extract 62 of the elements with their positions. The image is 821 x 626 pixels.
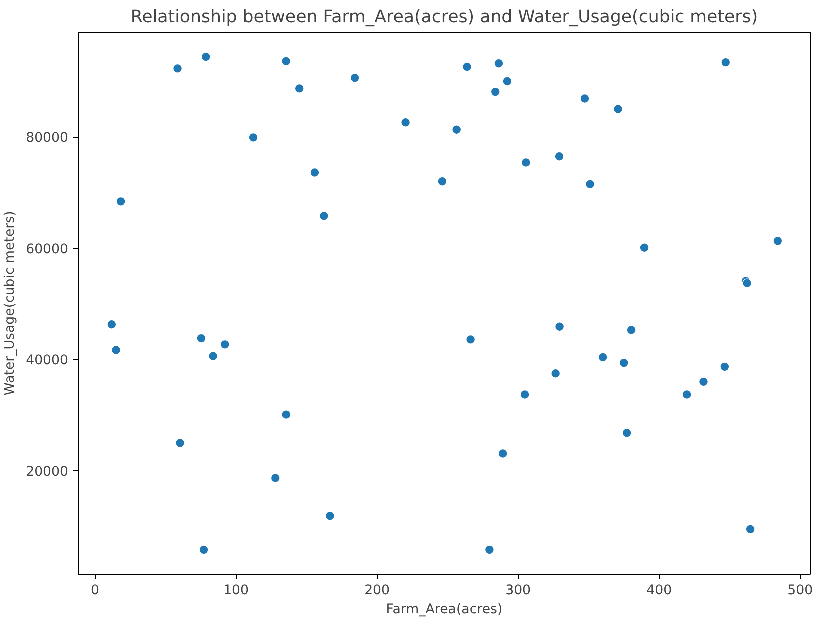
y-tick-label: 80000 [26, 131, 69, 146]
point [400, 118, 411, 128]
x-tick-label: 200 [364, 584, 390, 598]
point [554, 322, 565, 332]
point [111, 345, 122, 356]
chart-title: Relationship between Farm_Area(acres) and Water_Usage(cubic meters) [130, 8, 758, 28]
point [220, 340, 230, 350]
point [613, 104, 624, 114]
x-tick-label: 0 [91, 584, 100, 598]
point [325, 511, 336, 521]
y-tick-label: 60000 [26, 242, 69, 258]
point [294, 84, 305, 94]
point [281, 410, 292, 420]
y-tick-label: 20000 [26, 464, 69, 480]
point [281, 56, 292, 66]
x-tick-label: 300 [506, 584, 532, 598]
point [720, 58, 731, 68]
point [201, 52, 212, 62]
point [498, 448, 508, 459]
point [520, 390, 530, 400]
point [502, 76, 512, 86]
point [585, 180, 596, 190]
point [199, 545, 209, 555]
point [682, 390, 692, 400]
point [310, 168, 320, 178]
point [175, 438, 186, 448]
point [521, 158, 532, 168]
point [698, 377, 709, 387]
point [773, 236, 783, 246]
point [350, 73, 360, 84]
point [626, 325, 636, 336]
y-tick-label: 40000 [26, 354, 69, 369]
point [598, 352, 608, 362]
point [619, 358, 629, 368]
x-tick-label: 400 [646, 584, 672, 598]
point [438, 176, 448, 187]
x-tick-label: 100 [224, 584, 250, 598]
point [490, 87, 501, 97]
x-tick-label: 500 [788, 584, 814, 598]
point [742, 278, 752, 288]
point [196, 334, 206, 344]
point [208, 351, 218, 362]
point [462, 62, 472, 72]
point [452, 124, 462, 135]
point [484, 545, 495, 555]
y-axis-title: Water_Usage(cubic meters) [3, 211, 18, 396]
x-axis-title: Farm_Area(acres) [386, 602, 503, 618]
point [466, 334, 476, 345]
point [172, 64, 183, 74]
point [550, 368, 561, 379]
point [746, 524, 756, 534]
point [720, 362, 730, 372]
point [107, 320, 117, 330]
point [319, 211, 330, 222]
point [116, 196, 126, 207]
point [640, 242, 650, 253]
point [554, 152, 564, 162]
point [248, 132, 258, 143]
point [580, 94, 590, 104]
point [622, 428, 632, 438]
point [494, 58, 504, 69]
point [270, 473, 281, 484]
